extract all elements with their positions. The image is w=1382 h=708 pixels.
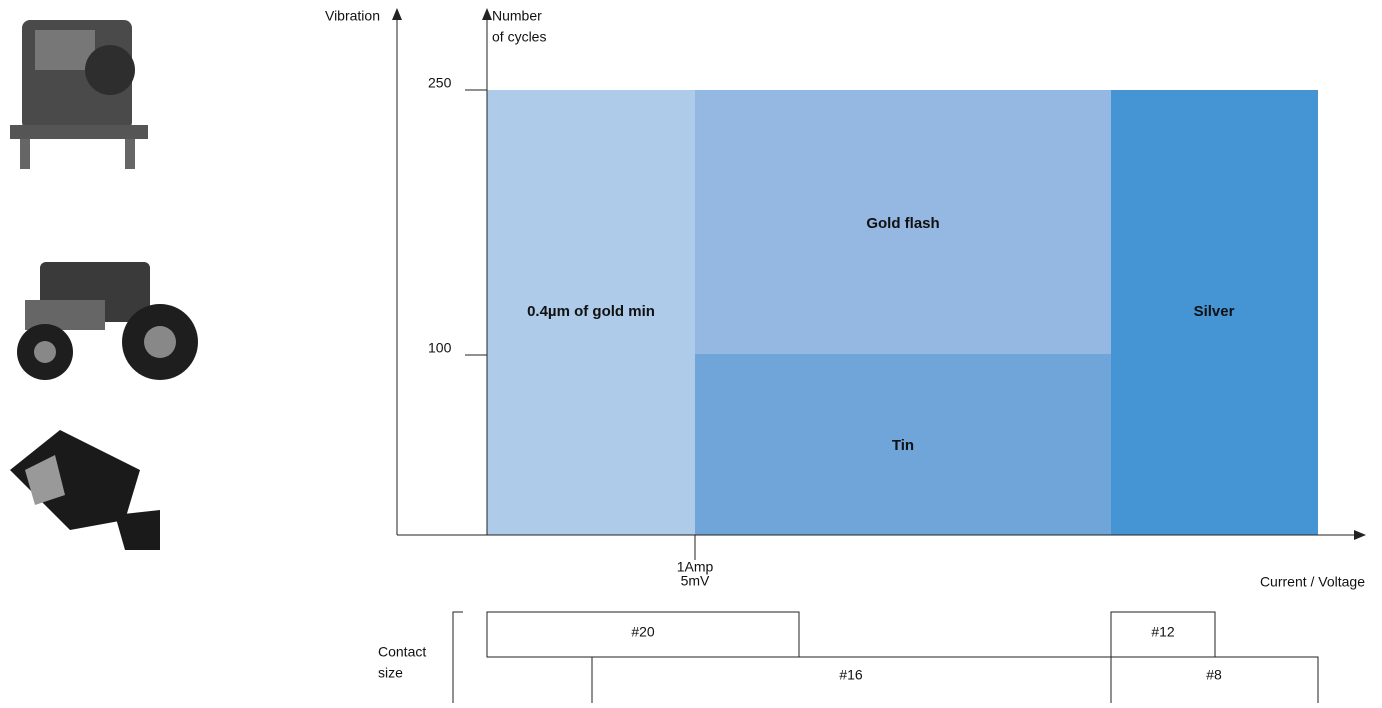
camera-icon: [10, 430, 160, 550]
region-gold-flash: [695, 90, 1111, 354]
contact-size: #20: [631, 624, 655, 640]
tick-label: 1Amp: [677, 559, 714, 575]
tick-label: 5mV: [681, 573, 710, 589]
y-axis-label: Vibration: [325, 8, 380, 24]
tick-label: 250: [428, 75, 452, 91]
region-label: 0.4µm of gold min: [527, 303, 655, 320]
y2-axis-label: Number: [492, 8, 542, 24]
contact-size: #16: [839, 667, 863, 683]
contact-size: #8: [1206, 667, 1222, 683]
tick-label: 100: [428, 340, 452, 356]
contact-boxes: [452, 611, 1319, 703]
axes: [392, 8, 1366, 560]
contact-label: size: [378, 665, 403, 681]
region-label: Gold flash: [866, 215, 939, 232]
region-tin: [695, 354, 1111, 535]
y2-axis-label: of cycles: [492, 29, 546, 45]
region-silver: [1111, 90, 1318, 535]
generator-icon: [10, 20, 148, 169]
region-label: Silver: [1194, 303, 1235, 320]
tractor-icon: [17, 262, 198, 380]
contact-label: Contact: [378, 644, 426, 660]
region-gold-min: [487, 90, 695, 535]
region-label: Tin: [892, 437, 914, 454]
contact-size: #12: [1151, 624, 1175, 640]
x-axis-label: Current / Voltage: [1260, 574, 1365, 590]
